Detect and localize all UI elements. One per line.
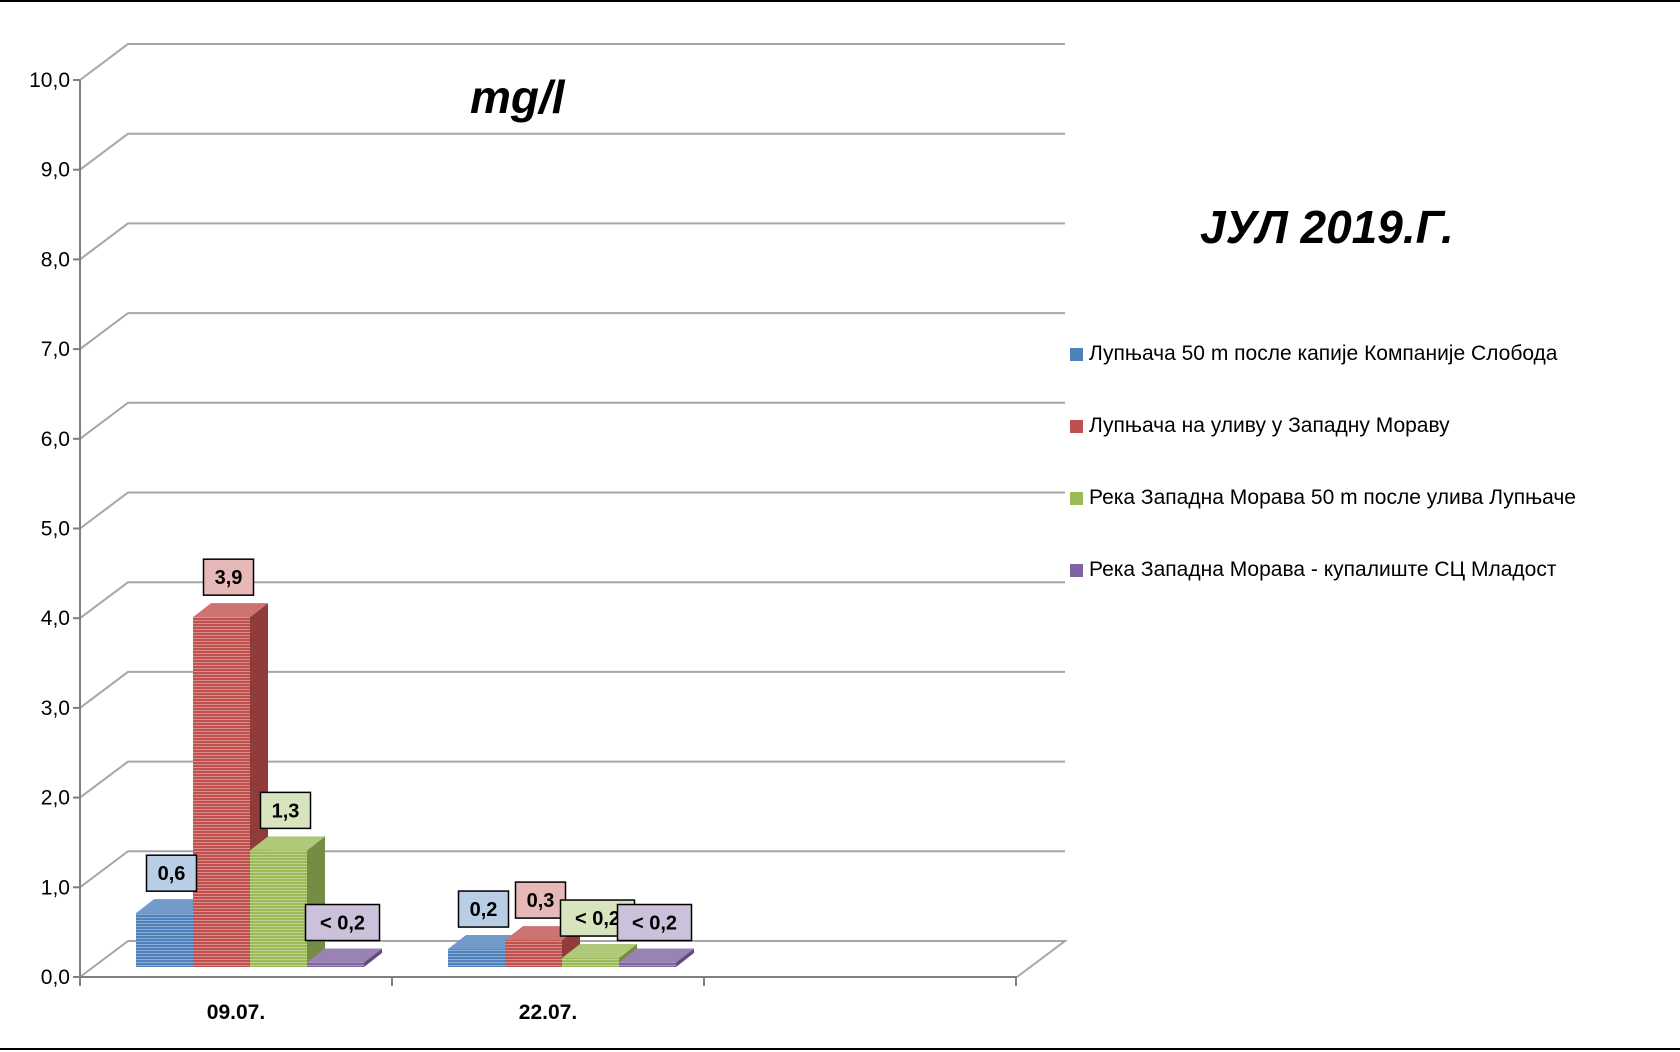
data-label-box [145, 854, 198, 892]
y-tick-label: 10,0 [29, 69, 70, 92]
legend-label: Лупњача 50 m после капије Компаније Слоб… [1089, 342, 1558, 365]
bar-top [193, 603, 268, 618]
y-tick-label: 3,0 [41, 697, 70, 720]
gridline [79, 491, 1065, 530]
gridline [79, 401, 1065, 440]
legend-item: Лупњача на уливу у Западну Мораву [1070, 414, 1450, 438]
data-label-box [616, 903, 693, 942]
gridline [79, 132, 1065, 171]
x-tick-label: 22.07. [519, 1001, 577, 1024]
chart-title: mg/l [470, 71, 565, 123]
legend-swatch [1070, 347, 1083, 361]
data-label: 0,3 [527, 890, 555, 912]
y-tick-label: 5,0 [41, 518, 70, 541]
y-tick-label: 9,0 [41, 159, 70, 182]
bar-texture [619, 962, 676, 967]
bar-texture [136, 913, 193, 967]
gridline [79, 760, 1065, 799]
data-label-box [304, 903, 381, 942]
legend-label: Лупњача на уливу у Западну Мораву [1089, 414, 1450, 437]
gridline [79, 222, 1065, 261]
bar-texture [193, 617, 250, 967]
legend-swatch [1070, 563, 1083, 577]
data-label: 0,6 [158, 863, 186, 885]
legend-swatch [1070, 491, 1083, 505]
y-tick-label: 4,0 [41, 607, 70, 630]
chart-subtitle: ЈУЛ 2019.Г. [1200, 201, 1454, 253]
bar-texture [562, 958, 619, 967]
bar-texture [250, 850, 307, 967]
gridline [79, 850, 1065, 889]
gridline [79, 312, 1065, 350]
data-label: < 0,2 [575, 908, 620, 930]
data-label: < 0,2 [320, 913, 365, 935]
bar-texture [448, 949, 505, 967]
legend-item: Река Западна Морава - купалиште СЦ Младо… [1070, 558, 1556, 582]
data-label-box [202, 558, 255, 596]
legend-swatch [1070, 419, 1083, 433]
bar-top [619, 948, 694, 963]
gridline [79, 43, 1065, 81]
y-tick-label: 0,0 [41, 966, 70, 989]
bar-top [562, 944, 637, 959]
data-label: 3,9 [215, 567, 243, 589]
data-label: 1,3 [272, 800, 300, 822]
bar-top [307, 948, 382, 963]
legend-item: Лупњача 50 m после капије Компаније Слоб… [1070, 342, 1558, 366]
y-tick-label: 8,0 [41, 248, 70, 271]
y-tick-label: 1,0 [41, 876, 70, 899]
legend-item: Река Западна Морава 50 m после улива Луп… [1070, 486, 1576, 510]
bar-side [307, 836, 325, 967]
gridline [79, 581, 1065, 620]
bar-texture [307, 962, 364, 967]
bar-side [364, 948, 382, 967]
bar-top [448, 935, 523, 950]
data-label-box [457, 890, 510, 928]
x-tick-label: 09.07. [207, 1001, 265, 1024]
gridline [79, 670, 1065, 709]
bar-top [136, 899, 211, 914]
data-label: 0,2 [470, 899, 498, 921]
legend-label: Река Западна Морава - купалиште СЦ Младо… [1089, 558, 1557, 581]
data-label: < 0,2 [632, 913, 677, 935]
bar-texture [505, 940, 562, 967]
floor-outline [79, 940, 1068, 978]
bar-top [250, 836, 325, 851]
legend-label: Река Западна Морава 50 m после улива Луп… [1089, 486, 1576, 509]
y-tick-label: 2,0 [41, 787, 70, 810]
data-label-box [514, 881, 567, 919]
bar-side [676, 948, 694, 967]
y-tick-label: 6,0 [41, 428, 70, 451]
data-label-box [259, 791, 312, 830]
y-tick-label: 7,0 [41, 338, 70, 361]
